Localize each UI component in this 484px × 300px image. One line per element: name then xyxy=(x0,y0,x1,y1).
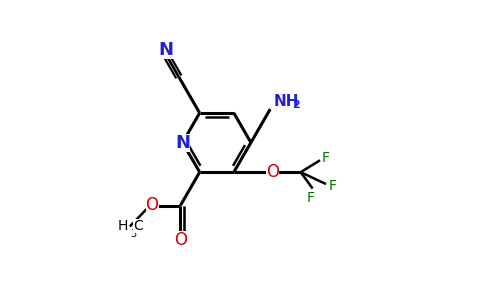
Text: F: F xyxy=(321,151,330,165)
Text: N: N xyxy=(175,134,190,152)
Text: F: F xyxy=(307,191,315,205)
Text: C: C xyxy=(133,219,142,233)
Text: N: N xyxy=(158,41,173,59)
Text: NH: NH xyxy=(273,94,299,109)
Text: 2: 2 xyxy=(292,100,300,110)
Text: 3: 3 xyxy=(130,229,136,239)
Text: O: O xyxy=(266,163,279,181)
Text: O: O xyxy=(146,196,159,214)
Text: F: F xyxy=(328,178,336,193)
Text: O: O xyxy=(174,231,187,249)
Text: H: H xyxy=(118,219,128,233)
